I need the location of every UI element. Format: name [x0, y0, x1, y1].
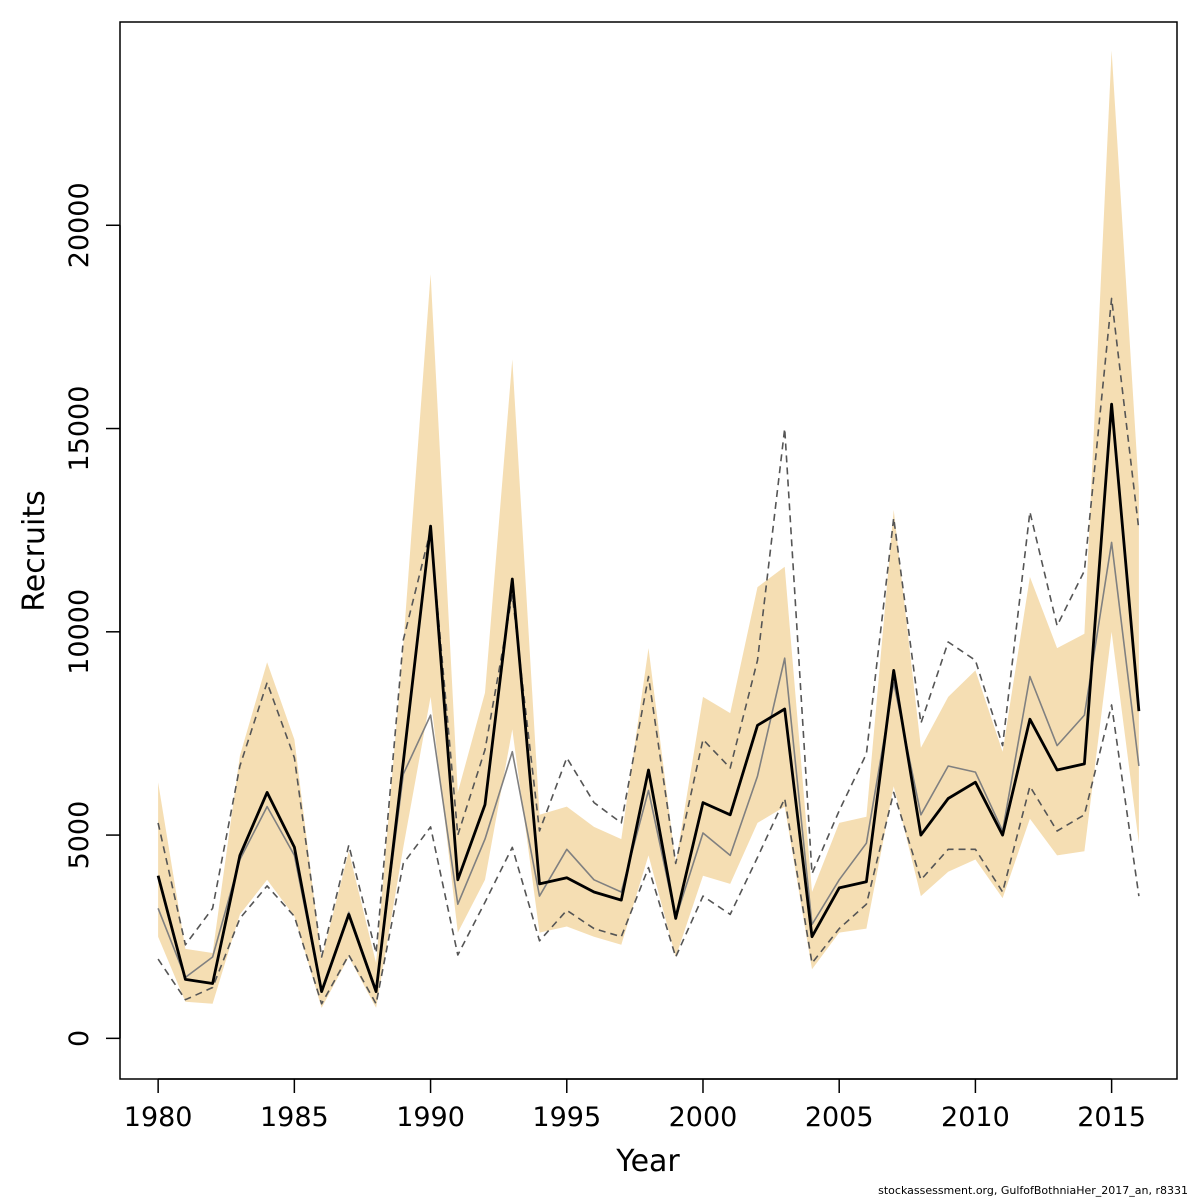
y-axis: 0 5000 10000 15000 20000 — [64, 182, 121, 1047]
plot-area — [119, 21, 1178, 1080]
x-tick-label: 1985 — [260, 1102, 329, 1133]
series-line-comparison-lower — [157, 704, 1140, 1005]
y-tick-label: 5000 — [64, 801, 95, 870]
y-tick-label: 15000 — [64, 386, 95, 472]
x-axis: 1980 1985 1990 1995 2000 2005 2010 2015 — [124, 1078, 1146, 1133]
footer-credit: stockassessment.org, GulfofBothniaHer_20… — [878, 1184, 1188, 1197]
x-tick-label: 2015 — [1077, 1102, 1146, 1133]
y-tick-label: 10000 — [64, 589, 95, 675]
y-tick-label: 0 — [64, 1030, 95, 1047]
plot-frame — [119, 21, 1178, 1080]
series-lines — [156, 297, 1141, 1005]
x-tick-label: 1990 — [396, 1102, 465, 1133]
x-tick-label: 1995 — [532, 1102, 601, 1133]
series-line-comparison-upper — [157, 297, 1140, 958]
x-tick-label: 1980 — [124, 1102, 193, 1133]
y-axis-title: Recruits — [17, 490, 52, 612]
confidence-band — [158, 50, 1139, 1008]
x-axis-title: Year — [615, 1144, 680, 1179]
series-line-estimate — [156, 402, 1141, 993]
x-tick-label: 2000 — [669, 1102, 738, 1133]
x-tick-label: 2010 — [941, 1102, 1010, 1133]
y-tick-label: 20000 — [64, 182, 95, 268]
x-tick-label: 2005 — [805, 1102, 874, 1133]
